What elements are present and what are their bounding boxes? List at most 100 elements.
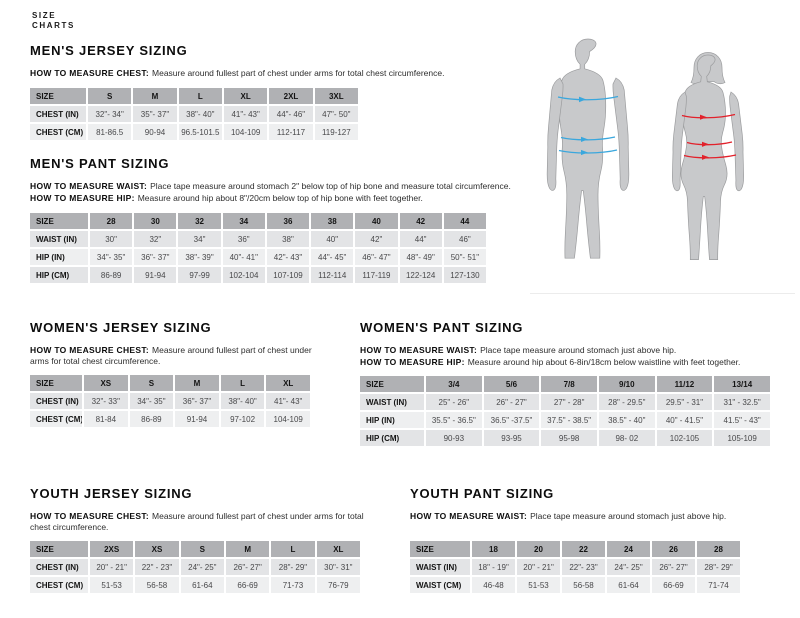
female-hip-measure-arrow: [683, 154, 737, 159]
value-cell: 34"- 35": [129, 393, 176, 411]
value-cell: 41.5" - 43": [714, 412, 772, 430]
section-title: YOUTH JERSEY SIZING: [30, 486, 193, 501]
value-cell: 28"- 29": [271, 559, 317, 577]
value-cell: 34": [178, 231, 223, 249]
section-title: WOMEN'S PANT SIZING: [360, 320, 524, 335]
mens-pant-table: SIZE 28 30 32 34 36 38 40 42 44 WAIST (IN) 30" 32" 34…: [30, 213, 488, 285]
row-label-cell: HIP (CM): [30, 267, 90, 285]
value-cell: 24"- 25": [607, 559, 652, 577]
howto-label: HOW TO MEASURE HIP:: [360, 357, 465, 367]
value-cell: 40": [311, 231, 356, 249]
column-header-cell: 11/12: [656, 376, 715, 394]
value-cell: 29.5" - 31": [656, 394, 715, 412]
column-header-cell: 36: [266, 213, 312, 231]
value-cell: 71-73: [271, 577, 317, 595]
table-header-row: SIZE S M L XL 2XL 3XL: [30, 88, 360, 106]
column-header-cell: 28: [90, 213, 135, 231]
value-cell: 30": [90, 231, 135, 249]
table-row: CHEST (IN) 32"- 33" 34"- 35" 36"- 37" 38"- 4…: [30, 393, 312, 411]
female-right-arm: [729, 91, 744, 192]
row-label-cell: HIP (CM): [360, 430, 426, 448]
howto-line: HOW TO MEASURE WAIST: Place tape measure …: [30, 181, 550, 192]
value-cell: 26"- 27": [652, 559, 697, 577]
column-header-cell: 13/14: [714, 376, 772, 394]
table-row: CHEST (CM) 51-53 56-58 61-64 66-69 71-73 76-79: [30, 577, 362, 595]
youth-jersey-table: SIZE 2XS XS S M L XL CHEST (IN) 20" - 21" 22" - 2…: [30, 541, 362, 595]
size-header-cell: SIZE: [30, 375, 84, 393]
howto-label: HOW TO MEASURE WAIST:: [410, 511, 528, 521]
value-cell: 119-127: [314, 124, 360, 142]
table-row: HIP (CM) 86-89 91-94 97-99 102-104 107-109 112…: [30, 267, 488, 285]
howto-text: Measure around hip about 6-8in/18cm belo…: [467, 357, 741, 367]
value-cell: 44"- 46": [269, 106, 315, 124]
male-right-arm: [612, 77, 630, 191]
column-header-cell: 44: [443, 213, 488, 231]
section-youth-jersey: YOUTH JERSEY SIZING HOW TO MEASURE CHEST…: [30, 486, 386, 595]
value-cell: 31" - 32.5": [714, 394, 772, 412]
column-header-cell: XL: [266, 375, 312, 393]
table-header-row: SIZE 18 20 22 24 26 28: [410, 541, 742, 559]
male-measure-arrows: [557, 95, 619, 156]
row-label-cell: CHEST (CM): [30, 411, 84, 429]
howto-text: Place tape measure around stomach 2" bel…: [150, 181, 511, 191]
size-header-cell: SIZE: [30, 541, 90, 559]
value-cell: 97-102: [220, 411, 267, 429]
value-cell: 98- 02: [598, 430, 657, 448]
column-header-cell: 2XL: [269, 88, 315, 106]
value-cell: 56-58: [562, 577, 607, 595]
value-cell: 18" - 19": [472, 559, 517, 577]
howto-label: HOW TO MEASURE CHEST:: [30, 345, 150, 355]
table-row: WAIST (CM) 46-48 51-53 56-58 61-64 66-69 71-74: [410, 577, 742, 595]
column-header-cell: 3/4: [426, 376, 484, 394]
table-header-row: SIZE 28 30 32 34 36 38 40 42 44: [30, 213, 488, 231]
value-cell: 104-109: [223, 124, 270, 142]
table-row: CHEST (IN) 20" - 21" 22" - 23" 24"- 25" 26"-…: [30, 559, 362, 577]
column-header-cell: 22: [562, 541, 607, 559]
male-silhouette-figure: [546, 38, 630, 259]
value-cell: 41"- 43": [266, 393, 312, 411]
value-cell: 86-89: [90, 267, 135, 285]
row-label-cell: CHEST (IN): [30, 559, 90, 577]
value-cell: 91-94: [175, 411, 221, 429]
value-cell: 28"- 29": [697, 559, 742, 577]
value-cell: 38": [266, 231, 312, 249]
row-label-cell: HIP (IN): [30, 249, 90, 267]
column-header-cell: 34: [222, 213, 267, 231]
table-header-row: SIZE XS S M L XL: [30, 375, 312, 393]
size-header-cell: SIZE: [30, 213, 90, 231]
howto-text: Place tape measure around stomach just a…: [530, 511, 727, 521]
section-youth-pant: YOUTH PANT SIZING HOW TO MEASURE WAIST: P…: [410, 486, 780, 595]
column-header-cell: M: [133, 88, 179, 106]
value-cell: 122-124: [399, 267, 444, 285]
howto-label: HOW TO MEASURE CHEST:: [30, 511, 150, 521]
value-cell: 40"- 41": [222, 249, 267, 267]
howto-label: HOW TO MEASURE WAIST:: [360, 345, 478, 355]
section-title: YOUTH PANT SIZING: [410, 486, 555, 501]
value-cell: 37.5" - 38.5": [541, 412, 599, 430]
value-cell: 76-79: [316, 577, 362, 595]
female-measure-arrows: [681, 113, 737, 160]
table-row: CHEST (CM) 81-84 86-89 91-94 97-102 104-109: [30, 411, 312, 429]
column-header-cell: 9/10: [598, 376, 657, 394]
value-cell: 32"- 33": [84, 393, 130, 411]
male-left-arm: [546, 77, 564, 191]
male-chest-measure-arrow: [557, 95, 619, 101]
value-cell: 44"- 45": [311, 249, 356, 267]
womens-pant-table: SIZE 3/4 5/6 7/8 9/10 11/12 13/14 WAIST (IN) 25"…: [360, 376, 772, 448]
column-header-cell: 18: [472, 541, 517, 559]
column-header-cell: S: [88, 88, 134, 106]
column-header-cell: M: [175, 375, 221, 393]
value-cell: 36"- 37": [134, 249, 179, 267]
column-header-cell: XS: [84, 375, 130, 393]
column-header-cell: 28: [697, 541, 742, 559]
female-hip-arrowhead-icon: [702, 154, 709, 160]
value-cell: 51-53: [517, 577, 562, 595]
section-title: MEN'S JERSEY SIZING: [30, 43, 188, 58]
howto-line: HOW TO MEASURE CHEST: Measure around full…: [30, 68, 530, 79]
table-row: WAIST (IN) 18" - 19" 20" - 21" 22"- 23" 24"-…: [410, 559, 742, 577]
value-cell: 86-89: [129, 411, 176, 429]
value-cell: 22"- 23": [562, 559, 607, 577]
howto-text: Measure around hip about 8"/20cm below t…: [137, 193, 423, 203]
column-header-cell: 38: [311, 213, 356, 231]
